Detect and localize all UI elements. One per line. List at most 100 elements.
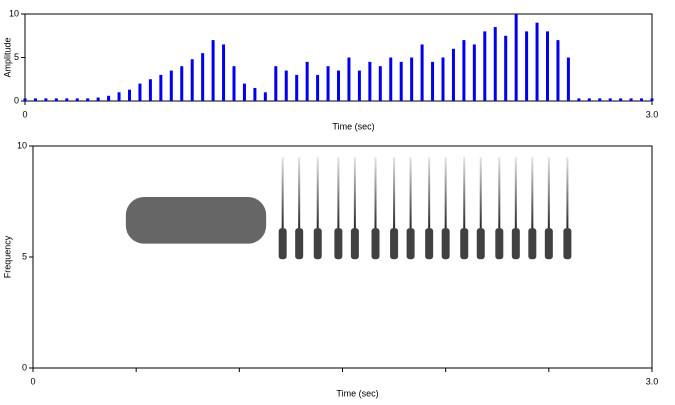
amplitude-spike: [640, 98, 644, 101]
amplitude-spike: [389, 57, 393, 101]
amplitude-spike: [420, 44, 424, 101]
x-tick-label: 0: [22, 109, 27, 119]
amplitude-spike: [629, 98, 633, 101]
pulse-streak: [547, 157, 550, 229]
pulse-band: [390, 228, 399, 260]
y-tick-label: 5: [14, 52, 19, 62]
amplitude-spike: [232, 66, 236, 101]
y-tick-label: 0: [22, 362, 27, 372]
amplitude-spike: [96, 97, 100, 101]
pulse-streak: [353, 157, 356, 229]
pulse-band: [350, 228, 359, 260]
pulse-streak: [498, 157, 501, 229]
amplitude-spike: [222, 44, 226, 101]
pulse-streak: [337, 157, 340, 229]
pulse-band: [441, 228, 450, 260]
pulse-streak: [514, 157, 517, 229]
pulse-band: [476, 228, 485, 260]
x-tick-label: 3.0: [646, 109, 659, 119]
amplitude-spike: [107, 95, 111, 101]
amplitude-spike: [399, 61, 403, 101]
y-tick-label: 5: [22, 251, 27, 261]
amplitude-spike: [546, 31, 549, 101]
x-tick-label: 3.0: [646, 376, 659, 386]
pulse-streak: [281, 157, 284, 229]
pulse-band: [295, 228, 304, 260]
amplitude-spike: [650, 98, 654, 101]
pulse-band: [313, 228, 322, 260]
amplitude-spike: [514, 14, 518, 101]
amplitude-spike: [295, 74, 299, 101]
x-axis-label: Time (sec): [336, 388, 378, 398]
pulse-streak: [428, 157, 431, 229]
amplitude-spike: [44, 98, 48, 101]
y-axis-label: Frequency: [2, 235, 12, 278]
pulse-streak: [298, 157, 301, 229]
amplitude-spike: [598, 98, 602, 101]
amplitude-spike: [608, 98, 612, 101]
pulse-streak: [531, 157, 534, 229]
amplitude-spike: [242, 83, 246, 101]
x-tick-label: 0: [30, 376, 35, 386]
amplitude-spike: [566, 57, 570, 101]
amplitude-spike: [451, 48, 455, 101]
pulse-band: [544, 228, 553, 260]
amplitude-spike: [263, 92, 267, 101]
amplitude-spike: [65, 98, 69, 101]
y-tick-label: 10: [9, 8, 19, 18]
y-tick-label: 10: [17, 140, 27, 150]
pulse-band: [511, 228, 520, 260]
amplitude-spike: [619, 98, 623, 101]
amplitude-spike: [462, 40, 466, 101]
pulse-band: [334, 228, 343, 260]
pulse-streak: [479, 157, 482, 229]
amplitude-spike: [410, 57, 414, 101]
amplitude-spike: [504, 35, 508, 101]
amplitude-spike: [138, 83, 142, 101]
pulse-band: [528, 228, 537, 260]
amplitude-spike: [86, 98, 90, 101]
amplitude-spike: [75, 98, 79, 101]
amplitude-spike: [274, 66, 278, 101]
pulse-band: [563, 228, 572, 260]
amplitude-spike: [316, 74, 320, 101]
amplitude-spike: [180, 66, 184, 101]
pulse-band: [278, 228, 287, 260]
amplitude-spike: [148, 79, 152, 101]
pulse-streak: [566, 157, 569, 229]
amplitude-spike: [117, 92, 121, 101]
pulse-streak: [393, 157, 396, 229]
amplitude-spike: [347, 57, 351, 101]
amplitude-spike: [23, 98, 27, 101]
amplitude-spike: [378, 66, 382, 101]
amplitude-spike: [472, 44, 476, 101]
pulse-streak: [374, 157, 377, 229]
amplitude-spike: [431, 61, 435, 101]
amplitude-spike: [368, 61, 372, 101]
pulse-band: [425, 228, 434, 260]
amplitude-spike: [577, 98, 581, 101]
amplitude-spike: [284, 70, 288, 101]
amplitude-spike: [441, 57, 445, 101]
amplitude-spike: [190, 59, 194, 101]
pulse-band: [495, 228, 504, 260]
pulse-band: [460, 228, 469, 260]
pulse-streak: [444, 157, 447, 229]
amplitude-spike: [128, 89, 131, 101]
amplitude-spike: [159, 74, 163, 101]
amplitude-spike: [253, 87, 257, 101]
amplitude-spike: [305, 61, 309, 101]
buzz-band: [125, 197, 267, 244]
pulse-streak: [463, 157, 466, 229]
amplitude-spike: [483, 31, 487, 101]
amplitude-spike: [201, 53, 205, 101]
x-axis-label: Time (sec): [332, 121, 374, 131]
amplitude-spike: [169, 70, 173, 101]
pulse-streak: [316, 157, 319, 229]
y-tick-label: 0: [14, 95, 19, 105]
amplitude-spike: [337, 70, 340, 101]
pulse-band: [406, 228, 415, 260]
amplitude-spike: [535, 22, 539, 102]
amplitude-spike: [211, 40, 215, 101]
amplitude-spike: [326, 66, 330, 101]
